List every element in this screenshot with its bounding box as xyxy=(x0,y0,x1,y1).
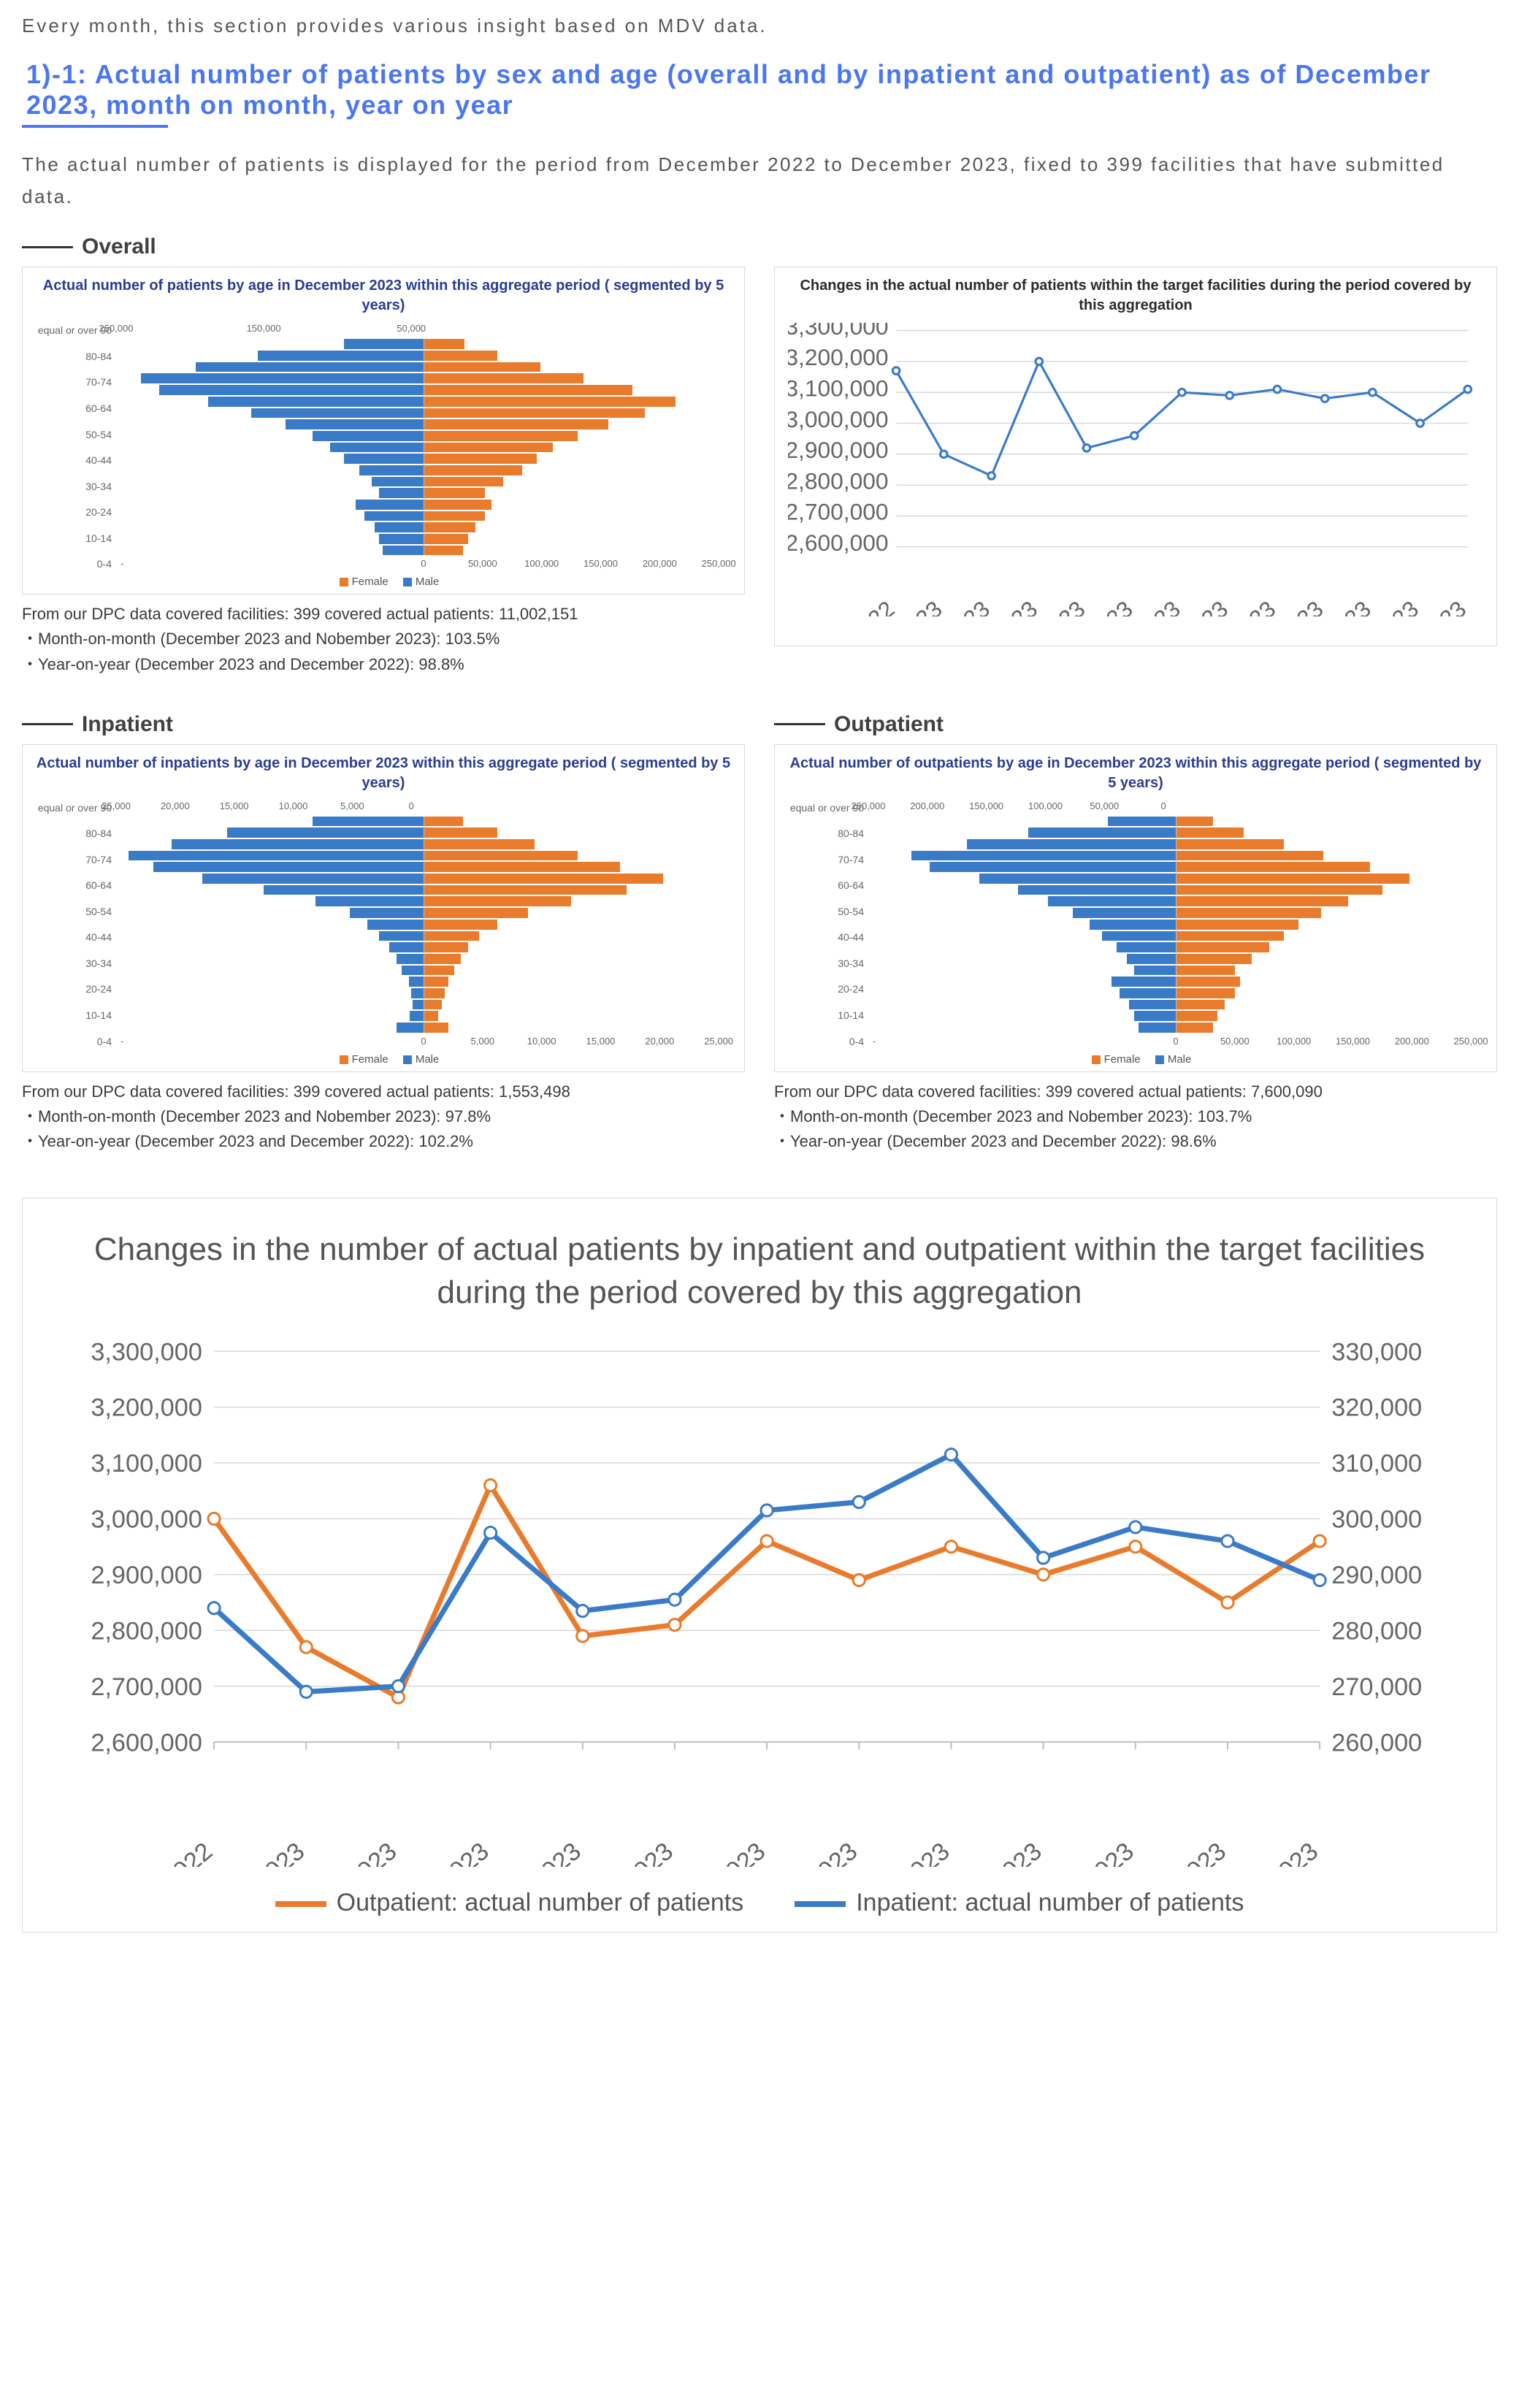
svg-text:3,200,000: 3,200,000 xyxy=(91,1394,202,1421)
svg-text:3,200,000: 3,200,000 xyxy=(788,345,889,371)
svg-text:3,000,000: 3,000,000 xyxy=(91,1505,202,1533)
overall-note-3: ・Year-on-year (December 2023 and Decembe… xyxy=(22,652,745,677)
inpatient-pyramid-chart: Actual number of inpatients by age in De… xyxy=(22,744,745,1072)
svg-text:2,900,000: 2,900,000 xyxy=(788,437,889,463)
inpatient-notes: From our DPC data covered facilities: 39… xyxy=(22,1079,745,1154)
overall-line-chart: Changes in the actual number of patients… xyxy=(774,267,1497,646)
svg-text:3,100,000: 3,100,000 xyxy=(788,375,889,402)
svg-text:Aug-2023: Aug-2023 xyxy=(854,1837,954,1867)
label-overall: Overall xyxy=(22,234,1497,259)
svg-text:3,300,000: 3,300,000 xyxy=(91,1338,202,1366)
svg-text:310,000: 310,000 xyxy=(1331,1450,1422,1478)
svg-text:260,000: 260,000 xyxy=(1331,1729,1422,1757)
legend-female: Female xyxy=(1104,1053,1141,1066)
legend-swatch-male xyxy=(403,578,412,586)
svg-text:Nov-2023: Nov-2023 xyxy=(1130,1837,1231,1867)
inpatient-note-3: ・Year-on-year (December 2023 and Decembe… xyxy=(22,1129,745,1154)
section-heading: 1)-1: Actual number of patients by sex a… xyxy=(22,59,1497,121)
dual-axis-chart: Changes in the number of actual patients… xyxy=(22,1198,1497,1933)
overall-pyramid-chart: Actual number of patients by age in Dece… xyxy=(22,267,745,595)
svg-text:Apr-2023: Apr-2023 xyxy=(489,1837,586,1867)
outpatient-notes: From our DPC data covered facilities: 39… xyxy=(774,1079,1497,1154)
svg-text:Dec-2022: Dec-2022 xyxy=(117,1837,218,1867)
svg-text:2,700,000: 2,700,000 xyxy=(788,499,889,525)
inpatient-note-1: From our DPC data covered facilities: 39… xyxy=(22,1079,745,1104)
svg-text:Dec-2022: Dec-2022 xyxy=(806,596,899,617)
legend-swatch-female xyxy=(1092,1055,1101,1064)
outpatient-pyramid-title: Actual number of outpatients by age in D… xyxy=(788,754,1483,793)
heading-prefix: 1)-1: xyxy=(26,59,88,89)
svg-text:2,900,000: 2,900,000 xyxy=(91,1562,202,1589)
legend-swatch-male xyxy=(403,1055,412,1064)
svg-text:Oct-2023: Oct-2023 xyxy=(1042,1837,1139,1867)
pyramid-legend: Female Male xyxy=(36,576,731,588)
outpatient-note-2: ・Month-on-month (December 2023 and Nobem… xyxy=(774,1104,1497,1129)
inpatient-pyramid-title: Actual number of inpatients by age in De… xyxy=(36,754,731,793)
svg-text:270,000: 270,000 xyxy=(1331,1673,1422,1701)
svg-text:3,300,000: 3,300,000 xyxy=(788,323,889,340)
dual-axis-legend: Outpatient: actual number of patients In… xyxy=(52,1889,1467,1917)
svg-text:Dec-2023: Dec-2023 xyxy=(1223,1837,1323,1867)
dual-axis-svg: 3,300,000 330,000 3,200,000 320,000 3,100,00… xyxy=(52,1337,1467,1868)
intro-text: Every month, this section provides vario… xyxy=(22,15,1497,37)
legend-inpatient-label: Inpatient: actual number of patients xyxy=(856,1889,1244,1916)
overall-line-svg: 3,300,000 3,200,000 3,100,000 3,000,000 2,90… xyxy=(788,323,1483,616)
legend-female: Female xyxy=(352,1053,389,1066)
svg-text:Jan-2023: Jan-2023 xyxy=(212,1837,310,1867)
svg-text:320,000: 320,000 xyxy=(1331,1394,1422,1421)
legend-outpatient-label: Outpatient: actual number of patients xyxy=(337,1889,744,1916)
legend-swatch-female xyxy=(340,578,348,586)
legend-outpatient: Outpatient: actual number of patients xyxy=(275,1889,744,1917)
body-paragraph: The actual number of patients is display… xyxy=(22,148,1497,213)
inpatient-note-2: ・Month-on-month (December 2023 and Nobem… xyxy=(22,1104,745,1129)
overall-note-2: ・Month-on-month (December 2023 and Nobem… xyxy=(22,627,745,651)
heading-underline xyxy=(22,125,168,128)
overall-pyramid-title: Actual number of patients by age in Dece… xyxy=(36,276,731,316)
pyramid-legend-outpat: Female Male xyxy=(788,1053,1483,1066)
overall-note-1: From our DPC data covered facilities: 39… xyxy=(22,602,745,627)
svg-text:Feb-2023: Feb-2023 xyxy=(302,1837,402,1867)
overall-line-title: Changes in the actual number of patients… xyxy=(788,276,1483,316)
legend-male: Male xyxy=(416,576,440,588)
svg-text:2,800,000: 2,800,000 xyxy=(788,468,889,494)
svg-text:2,800,000: 2,800,000 xyxy=(91,1617,202,1645)
legend-male: Male xyxy=(1168,1053,1192,1066)
label-inpatient: Inpatient xyxy=(22,712,745,737)
svg-text:280,000: 280,000 xyxy=(1331,1617,1422,1645)
svg-text:Jun-2023: Jun-2023 xyxy=(673,1837,770,1867)
svg-text:Jul-2023: Jul-2023 xyxy=(771,1837,862,1867)
svg-text:330,000: 330,000 xyxy=(1331,1338,1422,1366)
legend-female: Female xyxy=(352,576,389,588)
svg-text:2,600,000: 2,600,000 xyxy=(788,530,889,556)
svg-text:2,600,000: 2,600,000 xyxy=(91,1729,202,1757)
svg-text:Mar-2023: Mar-2023 xyxy=(394,1837,494,1867)
legend-swatch-male xyxy=(1155,1055,1164,1064)
svg-text:290,000: 290,000 xyxy=(1331,1562,1422,1589)
legend-swatch-female xyxy=(340,1055,348,1064)
legend-male: Male xyxy=(416,1053,440,1066)
svg-text:3,100,000: 3,100,000 xyxy=(91,1450,202,1478)
legend-inpatient: Inpatient: actual number of patients xyxy=(795,1889,1244,1917)
dual-axis-title: Changes in the number of actual patients… xyxy=(52,1228,1467,1315)
overall-notes: From our DPC data covered facilities: 39… xyxy=(22,602,745,676)
outpatient-pyramid-chart: Actual number of outpatients by age in D… xyxy=(774,744,1497,1072)
pyramid-legend-inpat: Female Male xyxy=(36,1053,731,1066)
outpatient-note-1: From our DPC data covered facilities: 39… xyxy=(774,1079,1497,1104)
svg-text:2,700,000: 2,700,000 xyxy=(91,1673,202,1701)
svg-text:May-2023: May-2023 xyxy=(575,1837,678,1867)
outpatient-note-3: ・Year-on-year (December 2023 and Decembe… xyxy=(774,1129,1497,1154)
svg-text:Sep-2023: Sep-2023 xyxy=(946,1837,1047,1867)
svg-text:300,000: 300,000 xyxy=(1331,1505,1422,1533)
svg-text:3,000,000: 3,000,000 xyxy=(788,406,889,432)
label-outpatient: Outpatient xyxy=(774,712,1497,737)
heading-text: Actual number of patients by sex and age… xyxy=(26,59,1431,120)
